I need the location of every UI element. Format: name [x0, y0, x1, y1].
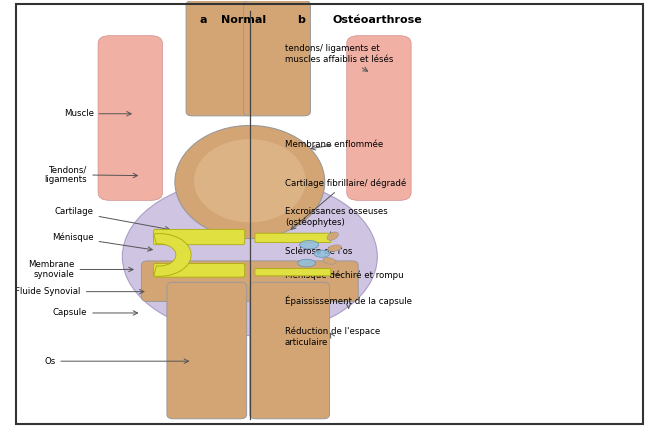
Ellipse shape [122, 178, 377, 336]
Text: b: b [297, 15, 305, 25]
FancyBboxPatch shape [167, 282, 247, 419]
Text: Membrane
synoviale: Membrane synoviale [28, 260, 133, 279]
Ellipse shape [328, 245, 341, 251]
Text: Cartilage: Cartilage [55, 208, 169, 231]
Text: Tendons/
ligaments: Tendons/ ligaments [45, 165, 138, 184]
FancyBboxPatch shape [255, 233, 331, 243]
Text: tendons/ ligaments et
muscles affaiblis et lésés: tendons/ ligaments et muscles affaiblis … [285, 45, 393, 71]
Text: Ostéoarthrose: Ostéoarthrose [332, 15, 422, 25]
Text: Épaississement de la capsule: Épaississement de la capsule [285, 295, 412, 309]
Text: Ménisque déchiré et rompu: Ménisque déchiré et rompu [285, 269, 404, 280]
Text: Excroissances osseuses
(ostéophytes): Excroissances osseuses (ostéophytes) [285, 208, 387, 237]
Ellipse shape [194, 139, 306, 222]
Text: Ménisque: Ménisque [52, 233, 153, 251]
Text: Réduction de l'espace
articulaire: Réduction de l'espace articulaire [285, 327, 380, 347]
FancyBboxPatch shape [347, 36, 411, 200]
FancyBboxPatch shape [243, 1, 310, 116]
Text: Cartilage fibrillaire/ dégradé: Cartilage fibrillaire/ dégradé [285, 178, 406, 229]
FancyBboxPatch shape [154, 264, 245, 277]
FancyBboxPatch shape [154, 229, 245, 245]
Text: Fluide Synovial: Fluide Synovial [16, 287, 144, 296]
Text: Os: Os [44, 357, 189, 366]
Text: a: a [199, 15, 207, 25]
Ellipse shape [175, 125, 324, 238]
FancyBboxPatch shape [250, 282, 330, 419]
Ellipse shape [298, 259, 315, 267]
FancyBboxPatch shape [186, 1, 253, 116]
Ellipse shape [300, 241, 319, 249]
Text: Capsule: Capsule [53, 309, 138, 318]
Ellipse shape [323, 258, 336, 264]
FancyBboxPatch shape [141, 261, 358, 301]
FancyBboxPatch shape [255, 269, 331, 276]
Text: Membrane enflommée: Membrane enflommée [285, 140, 383, 150]
Ellipse shape [327, 232, 338, 240]
Ellipse shape [314, 250, 330, 257]
FancyBboxPatch shape [98, 36, 162, 200]
Text: Normal: Normal [221, 15, 266, 25]
Text: Muscle: Muscle [64, 109, 131, 118]
Wedge shape [154, 234, 191, 276]
Text: Sclérose de l'os: Sclérose de l'os [285, 247, 352, 256]
